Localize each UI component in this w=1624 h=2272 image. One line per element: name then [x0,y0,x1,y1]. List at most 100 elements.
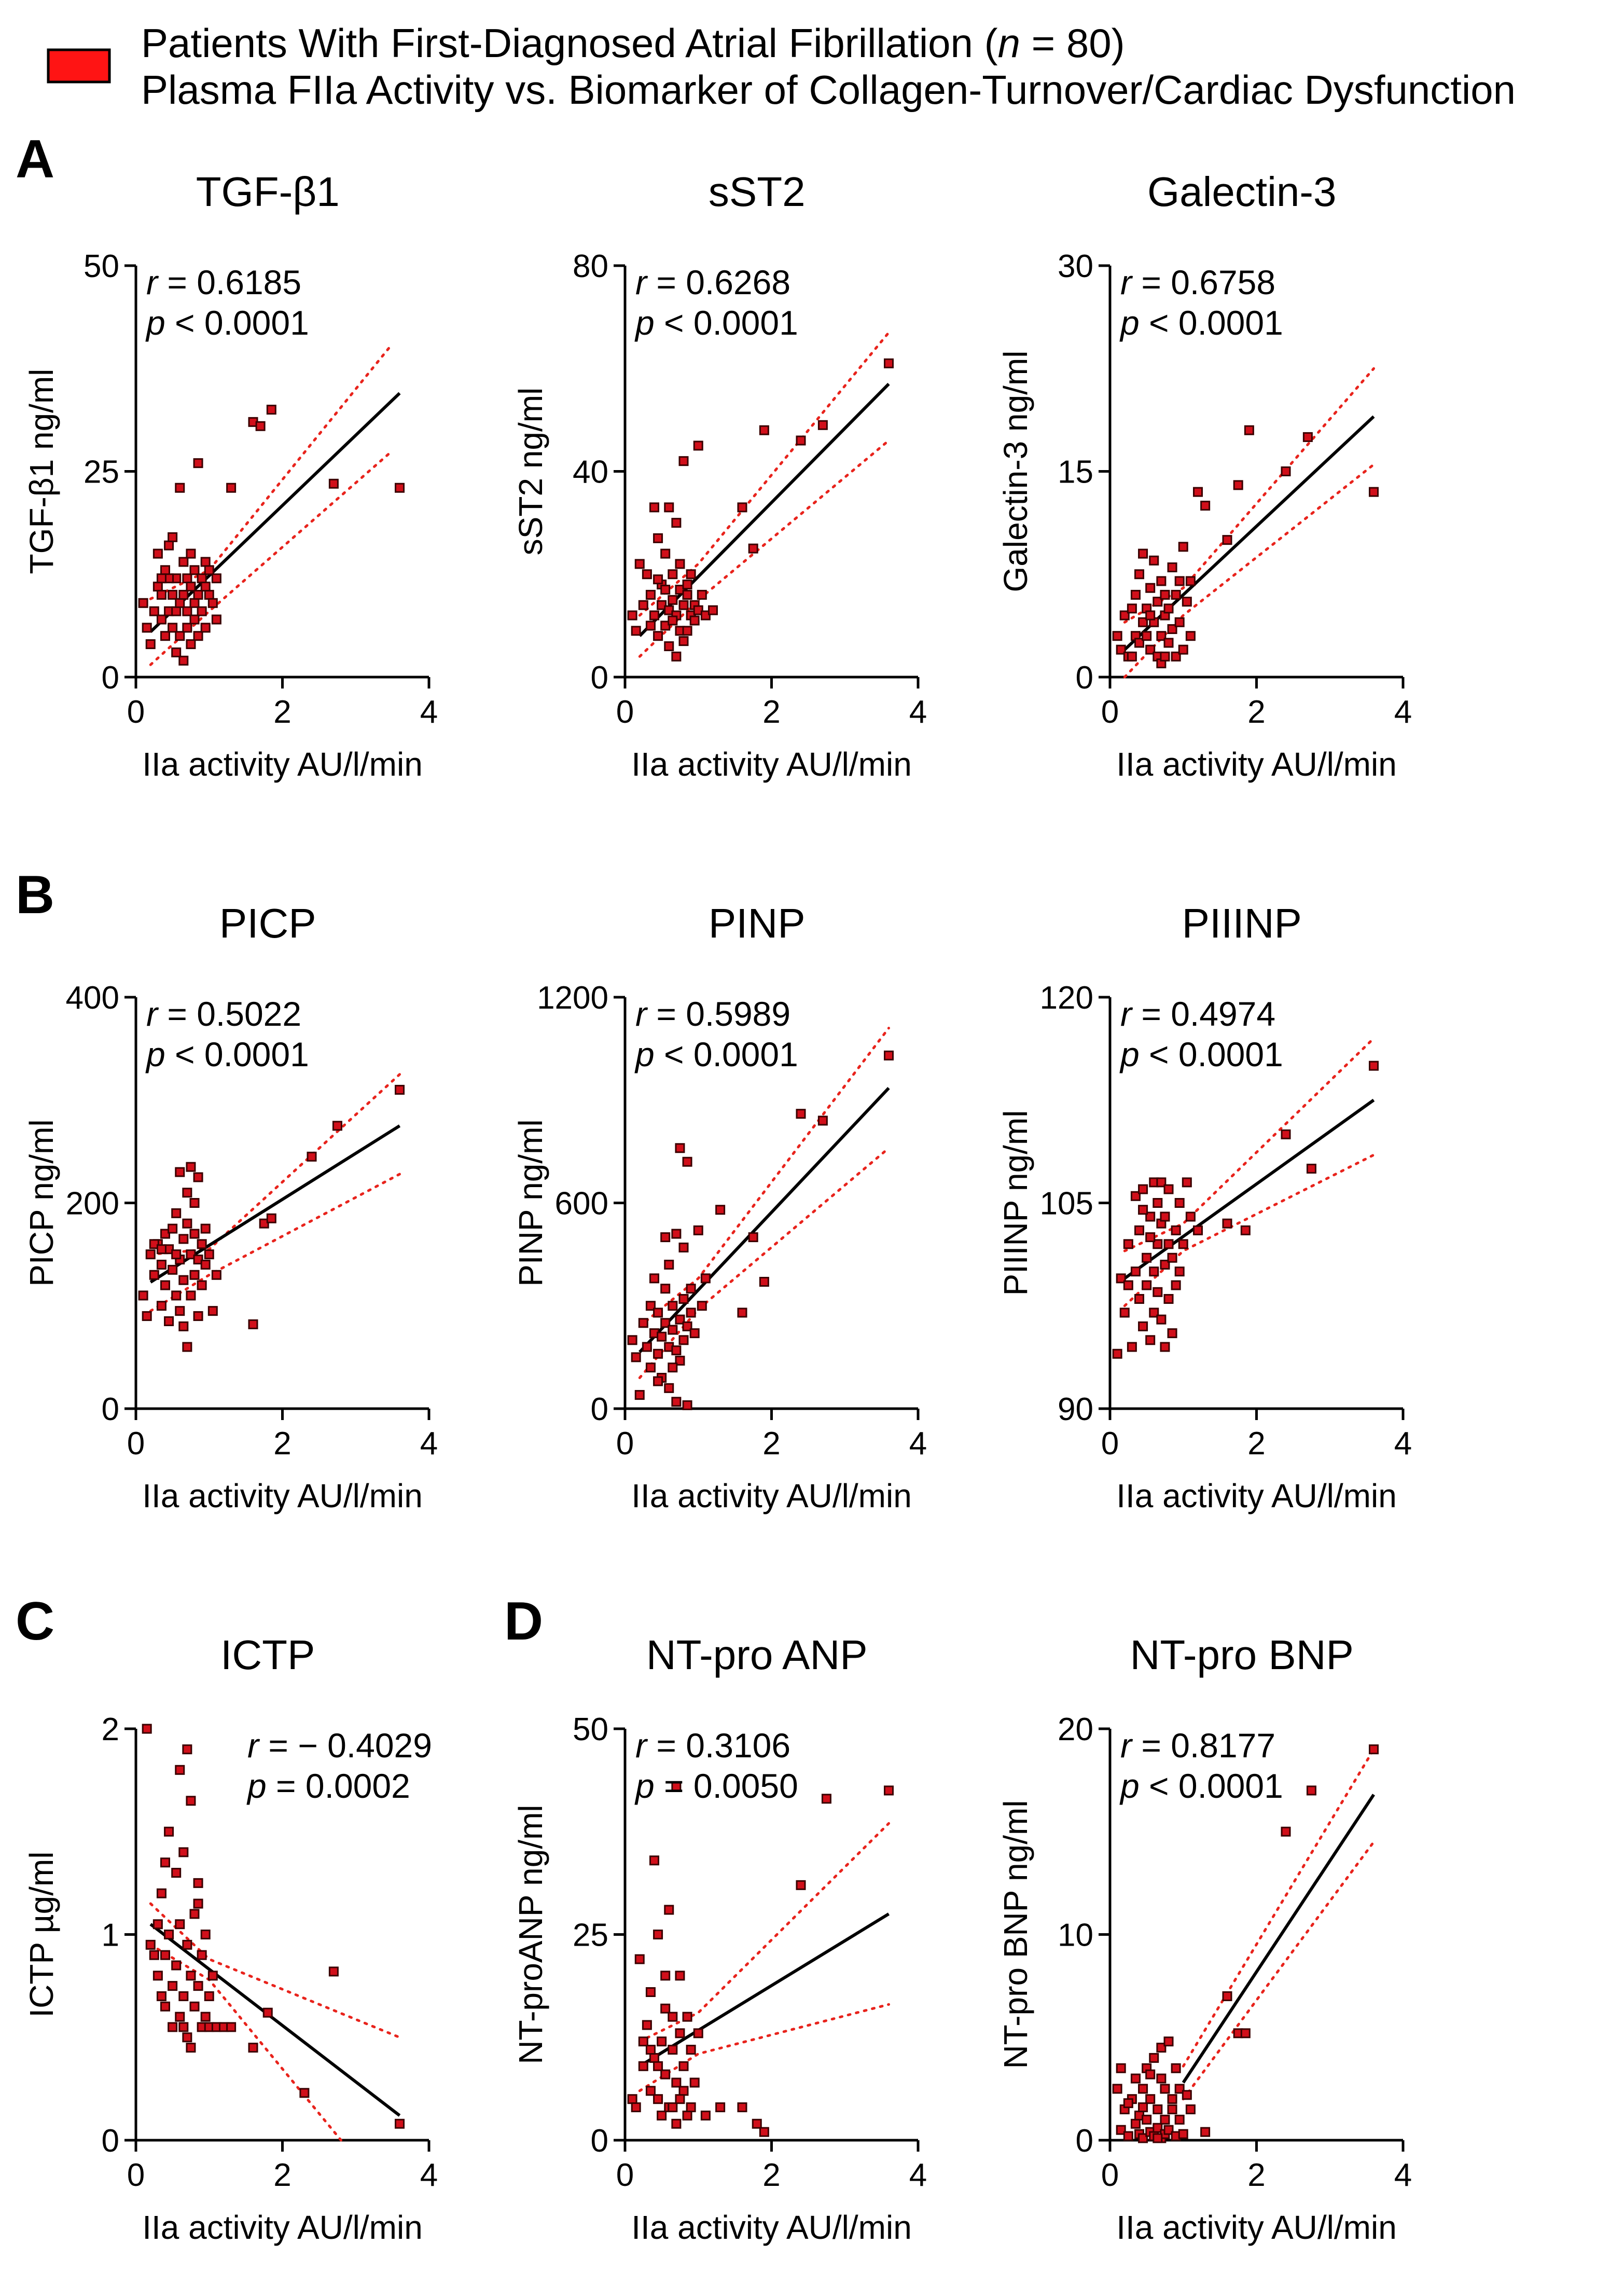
chart-2-point [708,605,718,615]
chart-3-point [1130,589,1141,600]
chart-6-point [1119,1307,1130,1318]
chart-4-point [248,1319,258,1329]
chart-5-point [668,1325,678,1335]
chart-4-stat-p: p < 0.0001 [145,1035,309,1073]
chart-4-point [142,1311,152,1321]
chart-7-point [182,1939,192,1950]
chart-8-point [693,2028,703,2039]
chart-7-point [168,2022,178,2032]
chart-9-stat-r: r = 0.8177 [1120,1726,1275,1765]
chart-3-point [1145,583,1156,593]
chart-1-point [193,589,203,600]
chart-9-x-tick-label: 2 [1247,2157,1265,2193]
chart-3-point [1182,597,1192,607]
chart-2-point [697,589,707,600]
chart-5-point [686,1284,696,1294]
chart-3-point [1119,610,1130,621]
chart-4-point [156,1301,166,1311]
chart-1-point [186,639,196,650]
chart-2-point [817,420,828,430]
chart-6-point [1138,1205,1148,1215]
chart-4-point [197,1280,207,1290]
chart-5-point [653,1376,663,1386]
chart-8-point [675,2094,685,2104]
chart-7-point [171,1868,182,1878]
chart-1-ci-lower [149,449,394,666]
chart-3-point [1178,644,1188,655]
chart-8-x-label: IIa activity AU/l/min [631,2209,912,2246]
chart-8-point [657,2110,667,2120]
chart-7-point [226,2022,237,2032]
chart-8-point [686,2102,696,2113]
chart-9-point [1167,2104,1177,2115]
chart-7-x-tick-label: 4 [420,2157,438,2193]
chart-9-ci-lower [1182,1840,1375,2101]
chart-4-point [145,1249,156,1260]
chart-6-point [1185,1211,1196,1222]
chart-7-point [152,1919,163,1930]
chart-5-point [715,1205,726,1215]
chart-7-point [204,1991,214,2001]
chart-8-point [682,2012,692,2022]
chart-4-point [189,1270,200,1280]
chart-7-point [149,1950,159,1960]
chart-9-x-tick-label: 4 [1394,2157,1412,2193]
chart-9-point [1149,2053,1159,2063]
chart-6-point [1153,1239,1163,1249]
chart-6-point [1171,1280,1181,1290]
chart-1-point [175,631,185,641]
chart-7-point [189,1909,200,1919]
chart-7-point [145,1939,156,1950]
chart-9-point [1130,2073,1141,2084]
chart-5-x-tick-label: 4 [909,1426,927,1462]
chart-8-point [689,2077,700,2088]
chart-4-point [189,1198,200,1208]
chart-8-point [627,2094,637,2104]
chart-8-point [645,2045,656,2055]
chart-1-point [200,623,211,633]
chart-6-point [1156,1177,1167,1188]
chart-8-point [638,2036,648,2047]
chart-3-point [1149,555,1159,566]
chart-6-x-tick-label: 0 [1101,1426,1119,1462]
chart-9-x-tick-label: 0 [1101,2157,1119,2193]
legend-swatch [47,48,111,84]
chart-5-point [682,1321,692,1331]
chart-6-point [1171,1225,1181,1235]
chart-7-point [248,2043,258,2053]
chart-4-point [200,1259,211,1270]
chart-4-point [149,1270,159,1280]
chart-4-point [171,1290,182,1301]
chart-3-point [1185,576,1196,586]
chart-9-y-tick-label: 10 [1058,1918,1093,1953]
chart-6: PIIINP 90 105 120 0 2 4 IIa activity AU/l/min PI… [997,900,1412,1514]
chart-7-point [175,1765,185,1775]
chart-7-point [200,1930,211,1939]
chart-4-point [259,1218,269,1229]
chart-9-point [1163,2036,1174,2047]
chart-6-point [1123,1280,1133,1290]
chart-6-point [1193,1225,1203,1235]
chart-7-y-tick-label: 1 [102,1918,119,1953]
chart-1-point [164,540,174,550]
chart-5-point [660,1318,671,1328]
chart-5-point [817,1116,828,1126]
chart-1-x-tick-label: 2 [273,694,291,730]
chart-7-point [186,1796,196,1806]
chart-1-point [138,598,148,608]
chart-8-ci-lower [638,2003,890,2092]
chart-2-point [671,651,682,662]
chart-8-point [642,2020,652,2030]
chart-9-point [1182,2090,1192,2100]
chart-4-point [160,1280,170,1290]
chart-6-point [1127,1342,1137,1352]
chart-6-title: PIIINP [1182,900,1302,946]
chart-6-point [1142,1252,1152,1263]
chart-5-point [631,1352,641,1362]
chart-4-point [182,1218,192,1229]
chart-2-point [693,440,703,451]
chart-5-point [645,1362,656,1373]
chart-7-point [189,2001,200,2012]
chart-1-point [168,532,178,542]
chart-9-y-tick-label: 20 [1058,1712,1093,1747]
